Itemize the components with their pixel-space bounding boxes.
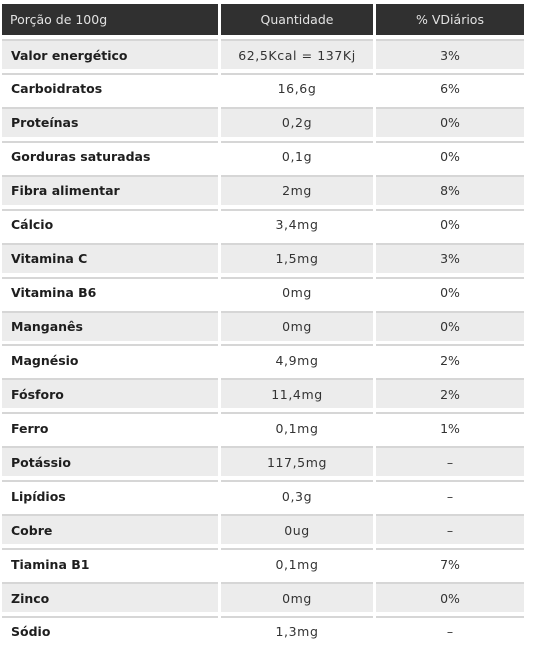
table-row: Gorduras saturadas 0,1g 0% [2,140,524,171]
quantity-cell: 1,5mg [221,242,373,273]
table-header-row: Porção de 100g Quantidade % VDiários [2,4,524,35]
table-row: Cálcio 3,4mg 0% [2,208,524,239]
header-daily-value: % VDiários [376,4,524,35]
quantity-cell: 0,1mg [221,412,373,443]
table-row: Sódio 1,3mg – [2,615,524,646]
header-serving-size: Porção de 100g [2,4,218,35]
nutrient-name-cell: Zinco [2,582,218,612]
nutrient-name-cell: Gorduras saturadas [2,140,218,171]
nutrient-name-cell: Vitamina B6 [2,276,218,307]
quantity-cell: 0,1mg [221,548,373,579]
nutrient-name-cell: Proteínas [2,106,218,137]
table-row: Valor energético 62,5Kcal = 137Kj 3% [2,39,524,69]
quantity-cell: 4,9mg [221,344,373,375]
table-row: Cobre 0ug – [2,514,524,545]
table-row: Zinco 0mg 0% [2,582,524,612]
table-row: Lipídios 0,3g – [2,480,524,511]
quantity-cell: 0ug [221,514,373,545]
quantity-cell: 16,6g [221,72,373,103]
nutrient-name-cell: Vitamina C [2,242,218,273]
daily-value-cell: 3% [376,39,524,69]
quantity-cell: 0mg [221,310,373,341]
table-row: Manganês 0mg 0% [2,310,524,341]
daily-value-cell: 2% [376,344,524,375]
nutrient-name-cell: Fósforo [2,378,218,409]
nutrient-name-cell: Valor energético [2,39,218,69]
daily-value-cell: – [376,514,524,545]
table-row: Fósforo 11,4mg 2% [2,378,524,409]
daily-value-cell: 0% [376,276,524,307]
daily-value-cell: 0% [376,208,524,239]
daily-value-cell: 7% [376,548,524,579]
nutrient-name-cell: Magnésio [2,344,218,375]
table-row: Proteínas 0,2g 0% [2,106,524,137]
header-quantity: Quantidade [221,4,373,35]
nutrient-name-cell: Fibra alimentar [2,174,218,205]
daily-value-cell: 1% [376,412,524,443]
quantity-cell: 62,5Kcal = 137Kj [221,39,373,69]
table-row: Vitamina B6 0mg 0% [2,276,524,307]
quantity-cell: 2mg [221,174,373,205]
nutrient-name-cell: Cobre [2,514,218,545]
daily-value-cell: 6% [376,72,524,103]
quantity-cell: 117,5mg [221,446,373,477]
daily-value-cell: – [376,480,524,511]
table-row: Carboidratos 16,6g 6% [2,72,524,103]
quantity-cell: 11,4mg [221,378,373,409]
quantity-cell: 0,2g [221,106,373,137]
daily-value-cell: 2% [376,378,524,409]
quantity-cell: 0mg [221,276,373,307]
daily-value-cell: 0% [376,582,524,612]
nutrient-name-cell: Lipídios [2,480,218,511]
nutrient-name-cell: Manganês [2,310,218,341]
nutrient-name-cell: Cálcio [2,208,218,239]
daily-value-cell: – [376,615,524,646]
table-row: Tiamina B1 0,1mg 7% [2,548,524,579]
quantity-cell: 3,4mg [221,208,373,239]
daily-value-cell: 8% [376,174,524,205]
quantity-cell: 0mg [221,582,373,612]
nutrient-name-cell: Carboidratos [2,72,218,103]
table-row: Magnésio 4,9mg 2% [2,344,524,375]
table-row: Potássio 117,5mg – [2,446,524,477]
table-body: Valor energético 62,5Kcal = 137Kj 3% Carboi… [2,39,524,646]
daily-value-cell: 0% [376,310,524,341]
daily-value-cell: 3% [376,242,524,273]
daily-value-cell: 0% [376,106,524,137]
table-row: Fibra alimentar 2mg 8% [2,174,524,205]
quantity-cell: 0,3g [221,480,373,511]
nutrient-name-cell: Potássio [2,446,218,477]
nutrient-name-cell: Tiamina B1 [2,548,218,579]
nutrient-name-cell: Sódio [2,615,218,646]
table-row: Vitamina C 1,5mg 3% [2,242,524,273]
quantity-cell: 0,1g [221,140,373,171]
quantity-cell: 1,3mg [221,615,373,646]
nutrient-name-cell: Ferro [2,412,218,443]
nutrition-facts-table: Porção de 100g Quantidade % VDiários Val… [2,4,524,646]
daily-value-cell: – [376,446,524,477]
table-row: Ferro 0,1mg 1% [2,412,524,443]
daily-value-cell: 0% [376,140,524,171]
